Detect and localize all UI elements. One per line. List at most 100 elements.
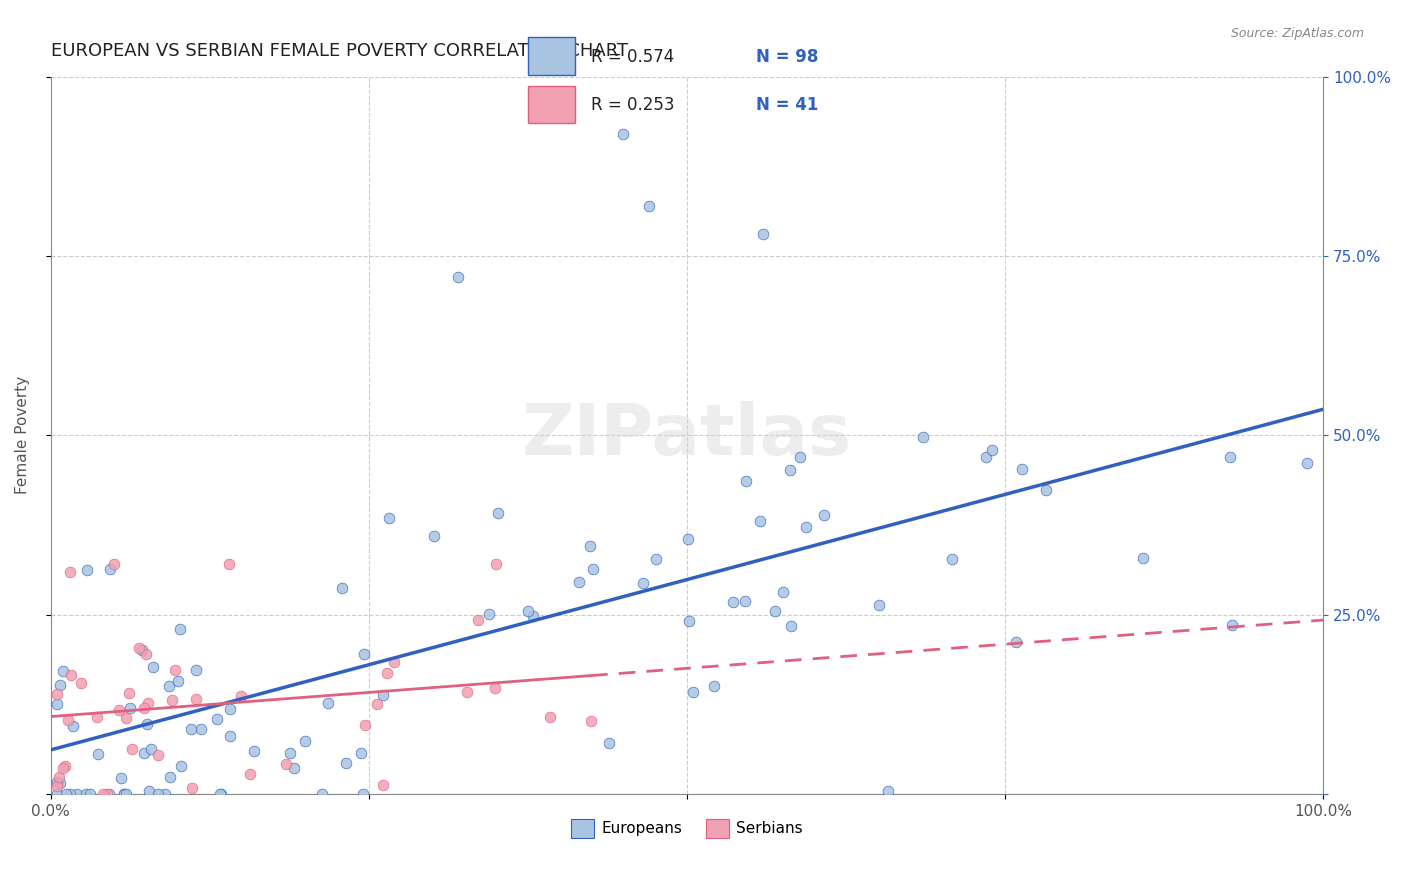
Point: [734, 594, 756, 608]
Point: [98, 561, 121, 575]
Point: [76, 564, 98, 578]
Point: [66, 787, 89, 801]
Point: [1005, 635, 1028, 649]
Point: [136, 696, 159, 710]
Text: R = 0.253: R = 0.253: [591, 96, 675, 114]
Point: [316, 696, 339, 710]
Point: [131, 643, 153, 657]
Point: [110, 771, 132, 785]
Point: [779, 463, 801, 477]
Point: [87, 747, 110, 761]
Point: [62, 719, 84, 733]
Point: [163, 663, 186, 677]
Point: [112, 787, 135, 801]
Point: [772, 585, 794, 599]
Point: [58, 566, 80, 580]
Point: [789, 450, 811, 464]
Point: [60, 668, 83, 682]
Point: [813, 508, 835, 522]
Point: [378, 511, 401, 525]
Point: [447, 270, 470, 285]
Point: [486, 506, 509, 520]
Point: [749, 515, 772, 529]
Point: [120, 701, 142, 715]
Text: N = 41: N = 41: [756, 96, 818, 114]
Point: [467, 613, 489, 627]
Point: [46, 688, 69, 702]
Point: [48, 770, 70, 784]
Point: [70, 676, 93, 690]
Point: [239, 766, 262, 780]
Point: [186, 663, 208, 677]
Point: [794, 520, 817, 534]
Point: [941, 552, 963, 566]
Point: [52, 664, 75, 678]
Text: N = 98: N = 98: [756, 48, 818, 66]
Point: [911, 430, 934, 444]
Point: [157, 679, 180, 693]
Point: [46, 780, 69, 794]
Point: [703, 679, 725, 693]
Point: [170, 759, 193, 773]
Point: [159, 771, 181, 785]
Point: [1035, 483, 1057, 498]
Point: [209, 787, 232, 801]
Point: [148, 747, 170, 762]
Point: [59, 787, 82, 801]
Point: [538, 710, 561, 724]
Point: [353, 647, 375, 661]
Text: EUROPEAN VS SERBIAN FEMALE POVERTY CORRELATION CHART: EUROPEAN VS SERBIAN FEMALE POVERTY CORRE…: [51, 42, 628, 60]
Point: [97, 787, 120, 801]
Point: [974, 450, 997, 464]
Point: [46, 787, 69, 801]
Point: [612, 127, 634, 141]
Y-axis label: Female Poverty: Female Poverty: [15, 376, 30, 494]
Point: [373, 778, 395, 792]
Point: [752, 227, 775, 242]
Text: Source: ZipAtlas.com: Source: ZipAtlas.com: [1230, 27, 1364, 40]
Point: [52, 761, 75, 775]
Point: [477, 607, 499, 622]
Point: [142, 660, 165, 674]
Legend: Europeans, Serbians: Europeans, Serbians: [565, 813, 808, 844]
Point: [128, 641, 150, 656]
Point: [375, 665, 398, 680]
Text: R = 0.574: R = 0.574: [591, 48, 675, 66]
Point: [219, 701, 242, 715]
Point: [1011, 462, 1033, 476]
Point: [121, 742, 143, 756]
Point: [682, 684, 704, 698]
Point: [167, 674, 190, 689]
Point: [49, 677, 72, 691]
Point: [868, 599, 890, 613]
Point: [114, 711, 136, 725]
Point: [219, 729, 242, 743]
Point: [735, 474, 758, 488]
Point: [136, 716, 159, 731]
Point: [876, 784, 898, 798]
Point: [568, 574, 591, 589]
Point: [311, 787, 333, 801]
Point: [980, 443, 1002, 458]
Point: [49, 776, 72, 790]
Point: [721, 594, 744, 608]
Point: [516, 603, 538, 617]
Point: [423, 529, 446, 543]
Point: [780, 619, 803, 633]
Point: [180, 723, 202, 737]
Point: [1219, 450, 1241, 464]
Point: [579, 539, 602, 553]
Point: [46, 775, 69, 789]
Point: [485, 558, 508, 572]
Point: [96, 787, 118, 801]
Point: [79, 787, 101, 801]
Point: [169, 623, 191, 637]
Point: [645, 552, 668, 566]
Point: [631, 576, 654, 591]
Point: [134, 700, 156, 714]
FancyBboxPatch shape: [529, 86, 575, 123]
Point: [218, 558, 240, 572]
Point: [181, 780, 204, 795]
Point: [384, 655, 406, 669]
Point: [352, 787, 374, 801]
